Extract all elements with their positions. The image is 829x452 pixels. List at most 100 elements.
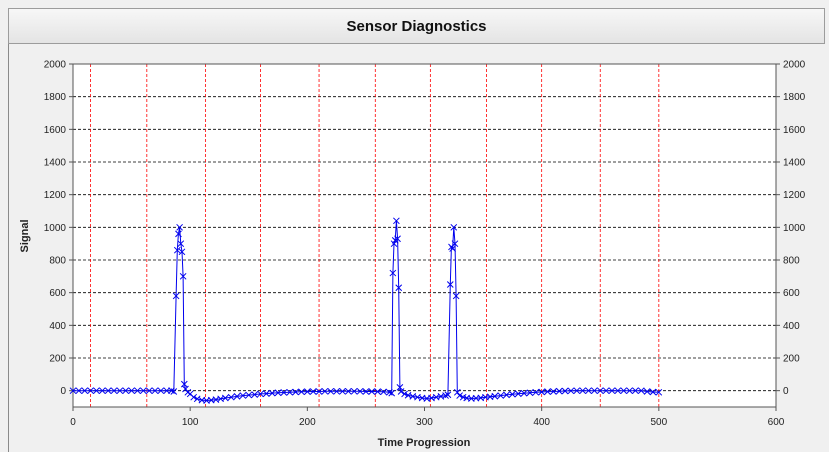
data-point [168, 387, 175, 395]
data-point [385, 388, 393, 396]
data-point [380, 388, 387, 396]
data-point [227, 393, 235, 401]
y-tick-label-right: 1000 [783, 223, 806, 234]
y-tick-label: 1200 [44, 190, 67, 201]
x-tick-label: 500 [650, 417, 667, 428]
x-tick-label: 0 [70, 417, 76, 428]
y-axis-label: Signal [19, 219, 31, 252]
data-point [151, 387, 159, 395]
data-point [98, 387, 106, 395]
series-line [73, 220, 659, 402]
data-point [104, 387, 112, 395]
data-point [292, 388, 299, 396]
data-point [393, 217, 400, 225]
data-point [608, 387, 616, 395]
data-point [170, 388, 178, 395]
data-point [388, 389, 396, 397]
data-point [176, 223, 183, 231]
data-point [173, 246, 181, 254]
data-point [394, 235, 401, 243]
data-point [333, 387, 340, 395]
data-point [268, 389, 276, 397]
y-tick-label-right: 800 [783, 256, 800, 267]
vertical-grid [90, 64, 660, 407]
data-point [110, 387, 118, 395]
data-point [122, 387, 130, 395]
y-tick-label: 600 [49, 288, 66, 299]
data-point [139, 387, 147, 395]
y-tick-label: 1000 [44, 223, 67, 234]
data-point [251, 391, 258, 398]
data-point [280, 389, 288, 396]
data-point [172, 292, 180, 300]
x-axis: 0 100 200 300 400 500 600 [70, 407, 785, 428]
data-point [145, 387, 153, 395]
data-point [655, 388, 663, 396]
data-point [442, 392, 449, 399]
y-tick-label-right: 1200 [783, 190, 806, 201]
data-point [544, 388, 551, 396]
data-point [350, 387, 358, 395]
data-point [395, 284, 403, 292]
data-point [309, 388, 317, 395]
y-tick-label: 2000 [44, 60, 67, 71]
data-point [356, 387, 364, 395]
y-tick-label: 1800 [44, 92, 67, 103]
data-point [327, 387, 335, 395]
data-point [526, 389, 534, 397]
y-axis-right: 0 200 400 600 800 1000 1200 1400 1600 1800 2000 [776, 60, 806, 397]
data-point [368, 388, 376, 395]
data-point [303, 388, 311, 396]
data-point [75, 387, 83, 395]
data-point [491, 392, 499, 400]
data-point [555, 387, 563, 395]
data-point [579, 387, 587, 395]
data-point [450, 223, 458, 231]
data-point [239, 392, 247, 399]
data-point [177, 240, 185, 248]
data-point [649, 388, 657, 396]
data-point [449, 245, 456, 252]
data-point [514, 390, 522, 398]
data-point [180, 380, 188, 388]
data-point [245, 391, 253, 399]
data-point [274, 389, 282, 397]
x-tick-label: 600 [768, 417, 785, 428]
data-point [620, 387, 628, 395]
data-point [396, 384, 404, 391]
x-tick-label: 300 [416, 417, 433, 428]
data-point [262, 390, 270, 397]
data-point [178, 248, 186, 256]
data-point [134, 387, 141, 395]
data-point [456, 392, 464, 399]
data-point [452, 292, 460, 300]
data-point [626, 387, 633, 395]
data-point [497, 392, 505, 399]
data-point [614, 387, 622, 395]
data-point [69, 387, 77, 395]
data-point [561, 387, 569, 395]
data-point [643, 388, 651, 395]
data-point [591, 387, 598, 395]
y-tick-label-right: 1600 [783, 125, 806, 136]
data-point [503, 391, 510, 399]
y-tick-label-right: 1800 [783, 92, 806, 103]
data-point [175, 230, 182, 238]
data-point [257, 390, 264, 398]
x-tick-label: 200 [299, 417, 316, 428]
data-point [573, 387, 581, 395]
y-tick-label: 1600 [44, 125, 67, 136]
data-point [157, 387, 165, 395]
y-tick-label: 1400 [44, 158, 67, 169]
data-point [538, 388, 546, 396]
y-tick-label-right: 400 [783, 321, 800, 332]
data-point [374, 388, 381, 396]
x-tick-label: 400 [533, 417, 550, 428]
data-point [532, 388, 540, 396]
series-markers [69, 217, 663, 404]
y-tick-label: 400 [49, 321, 66, 332]
x-tick-label: 100 [182, 417, 199, 428]
data-point [190, 393, 198, 401]
